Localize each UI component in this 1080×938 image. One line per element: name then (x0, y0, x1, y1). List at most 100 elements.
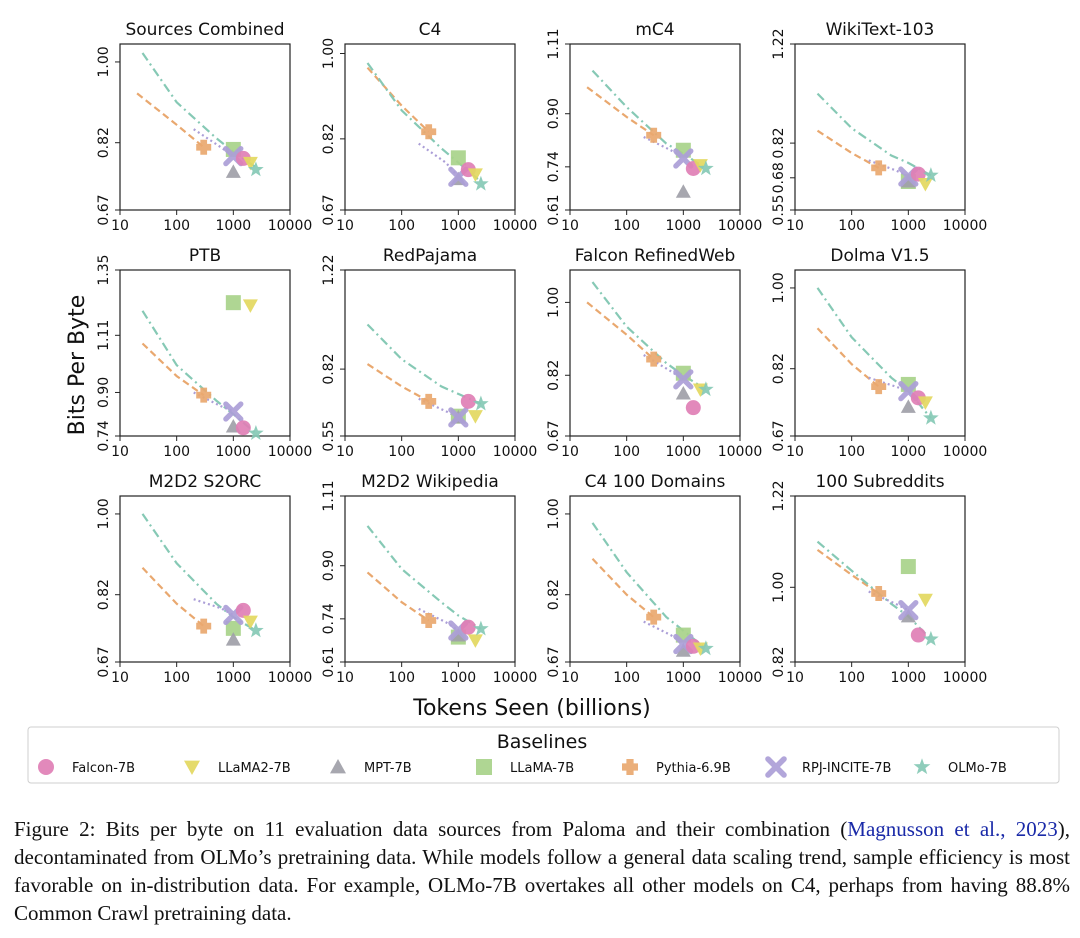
x-tick-label: 100 (613, 670, 640, 686)
y-tick-label: 0.68 (771, 162, 787, 193)
y-tick-label: 1.00 (546, 287, 562, 318)
trend-line-pythia-6-9b (366, 363, 430, 403)
panel-m2d2-s2orc: M2D2 S2ORC 10 100 1000 10000 0.67 0.82 1.00 (96, 472, 312, 686)
plot-frame (569, 43, 741, 211)
x-tick-label: 10000 (268, 670, 313, 686)
panel-title: Sources Combined (125, 20, 284, 40)
caption-citation-link[interactable]: Magnusson et al., 2023 (847, 817, 1058, 841)
legend-title: Baselines (497, 731, 587, 753)
x-tick-label: 10000 (718, 670, 763, 686)
x-tick-label: 10 (336, 218, 354, 234)
panel-redpajama: RedPajama 10 100 1000 10000 0.55 0.82 1.22 (321, 246, 537, 460)
y-tick-label: 1.00 (96, 498, 112, 529)
point-olmo-7b (248, 425, 264, 440)
y-tick-label: 1.00 (771, 272, 787, 303)
y-tick-label: 0.82 (771, 353, 787, 384)
plot-frame (569, 495, 741, 663)
panel-ptb: PTB 10 100 1000 10000 0.74 0.90 1.11 1.35 (96, 246, 312, 460)
point-llama-7b (450, 150, 466, 166)
x-tick-label: 100 (613, 218, 640, 234)
point-pythia-6-9b (196, 618, 212, 634)
caption-tail: ), decontaminated from OLMo’s pretrainin… (14, 817, 1070, 925)
x-tick-label: 10000 (493, 670, 538, 686)
legend-label: RPJ-INCITE-7B (802, 761, 891, 776)
trend-line-pythia-6-9b (136, 92, 205, 149)
y-axis-label: Bits Per Byte (65, 295, 90, 436)
x-tick-label: 1000 (666, 218, 702, 234)
panel-dolma-v1-5: Dolma V1.5 10 100 1000 10000 0.67 0.82 1.00 (771, 246, 987, 460)
point-rpj-incite-7b (673, 369, 694, 390)
point-mpt-7b (675, 184, 691, 198)
panel-title: WikiText-103 (826, 20, 935, 40)
point-olmo-7b (698, 160, 714, 176)
legend-label: Falcon-7B (72, 761, 135, 776)
trend-line-pythia-6-9b (591, 558, 655, 618)
point-llama-7b (225, 620, 241, 636)
panel-title: mC4 (635, 20, 674, 40)
y-tick-label: 0.74 (96, 420, 112, 451)
point-falcon-7b (910, 166, 926, 182)
point-olmo-7b (923, 409, 939, 425)
legend-entry-rpj-incite-7b: RPJ-INCITE-7B (765, 756, 891, 778)
y-tick-label: 0.74 (321, 603, 337, 634)
panel-mc4: mC4 10 100 1000 10000 0.61 0.74 0.90 1.11 (546, 20, 762, 234)
y-tick-label: 0.90 (321, 550, 337, 581)
panel-c4-100-domains: C4 100 Domains 10 100 1000 10000 0.67 0.82 1.00 (546, 472, 762, 686)
point-mpt-7b (225, 164, 241, 178)
y-tick-label: 0.82 (771, 646, 787, 677)
plot-frame (794, 269, 966, 437)
x-tick-label: 1000 (441, 218, 477, 234)
point-pythia-6-9b (421, 613, 437, 628)
x-tick-label: 100 (838, 218, 865, 234)
legend-entries: Falcon-7B LLaMA2-7B MPT-7B LLaMA-7B Pythia-6… (38, 756, 1007, 778)
point-pythia-6-9b (421, 393, 437, 409)
x-tick-label: 100 (163, 670, 190, 686)
point-rpj-incite-7b (448, 407, 469, 428)
y-tick-label: 1.00 (96, 46, 112, 77)
legend-label: Pythia-6.9B (656, 761, 731, 776)
y-tick-label: 0.67 (546, 646, 562, 677)
point-olmo-7b (473, 395, 489, 411)
panel-m2d2-wikipedia: M2D2 Wikipedia 10 100 1000 10000 0.61 0.74 0.90… (321, 472, 537, 686)
x-tick-label: 10000 (943, 218, 988, 234)
x-tick-label: 10 (111, 444, 129, 460)
point-rpj-incite-7b (898, 600, 919, 621)
x-tick-label: 10 (111, 218, 129, 234)
y-tick-label: 0.61 (546, 194, 562, 225)
x-tick-label: 100 (163, 444, 190, 460)
y-tick-label: 0.67 (96, 194, 112, 225)
x-tick-label: 10000 (943, 444, 988, 460)
trend-line-olmo-7b (816, 540, 932, 640)
y-tick-label: 1.00 (546, 498, 562, 529)
point-rpj-incite-7b (223, 401, 244, 422)
point-pythia-6-9b (871, 586, 887, 602)
point-pythia-6-9b (196, 139, 212, 155)
x-tick-label: 1000 (666, 670, 702, 686)
y-tick-label: 1.22 (321, 254, 337, 285)
x-tick-label: 1000 (441, 444, 477, 460)
x-tick-label: 10000 (493, 444, 538, 460)
x-tick-label: 100 (838, 444, 865, 460)
point-llama2-7b (242, 156, 258, 171)
plot-frame (794, 43, 966, 211)
trend-line-olmo-7b (816, 92, 932, 177)
trend-line-pythia-6-9b (586, 301, 655, 360)
caption-lead: Figure 2: Bits per byte on 11 evaluation… (14, 817, 848, 841)
x-tick-label: 10 (336, 444, 354, 460)
y-tick-label: 0.67 (96, 646, 112, 677)
legend-entry-llama2-7b: LLaMA2-7B (184, 760, 291, 776)
legend-entry-pythia-6-9b: Pythia-6.9B (622, 759, 731, 776)
point-llama2-7b (917, 177, 933, 192)
point-olmo-7b (248, 622, 264, 638)
point-mpt-7b (900, 399, 916, 413)
y-tick-label: 0.82 (321, 354, 337, 385)
x-tick-label: 1000 (216, 444, 252, 460)
x-tick-label: 10 (561, 670, 579, 686)
point-llama2-7b (917, 593, 933, 608)
legend-marker-rpj-incite-7b (765, 756, 787, 778)
y-tick-label: 1.22 (771, 28, 787, 59)
point-llama2-7b (917, 396, 933, 410)
legend-marker-mpt-7b (330, 759, 346, 774)
legend-marker-llama2-7b (184, 760, 200, 775)
y-tick-label: 1.11 (96, 320, 112, 351)
